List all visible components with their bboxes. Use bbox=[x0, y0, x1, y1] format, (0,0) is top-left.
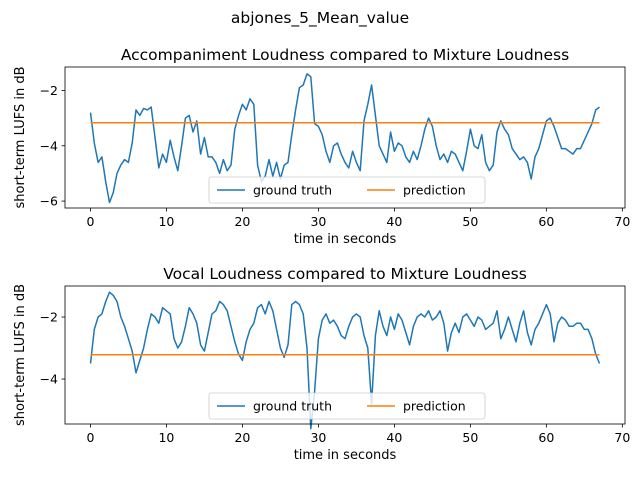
vocal-x-tick-label: 30 bbox=[310, 430, 326, 445]
accompaniment-y-axis-label: short-term LUFS in dB bbox=[13, 66, 28, 208]
accompaniment-series-ground-truth-line bbox=[89, 73, 600, 204]
vocal-x-tick-label: 20 bbox=[234, 430, 250, 445]
vocal-y-axis-label: short-term LUFS in dB bbox=[13, 284, 28, 426]
accompaniment-legend-label-prediction: prediction bbox=[403, 183, 466, 198]
vocal-legend: ground truth prediction bbox=[208, 392, 486, 420]
accompaniment-title: Accompaniment Loudness compared to Mixtu… bbox=[121, 46, 569, 64]
figure-suptitle: abjones_5_Mean_value bbox=[231, 9, 409, 28]
accompaniment-x-tick-label: 50 bbox=[462, 214, 478, 229]
vocal-x-tick-label: 60 bbox=[538, 430, 554, 445]
vocal-legend-label-prediction: prediction bbox=[403, 399, 466, 414]
vocal-title: Vocal Loudness compared to Mixture Loudn… bbox=[163, 265, 527, 283]
accompaniment-x-tick-label: 20 bbox=[234, 214, 250, 229]
accompaniment-y-tick-label: −2 bbox=[40, 83, 58, 98]
accompaniment-x-tick-label: 40 bbox=[386, 214, 402, 229]
vocal-legend-box bbox=[208, 392, 486, 420]
accompaniment-legend-box bbox=[208, 176, 486, 204]
accompaniment-y-tick-label: −4 bbox=[40, 138, 58, 153]
accompaniment-axes-frame bbox=[64, 66, 626, 209]
vocal-x-tick-label: 40 bbox=[386, 430, 402, 445]
vocal-x-tick-label: 0 bbox=[86, 430, 94, 445]
accompaniment-x-axis-label: time in seconds bbox=[294, 232, 397, 247]
accompaniment-x-tick-label: 60 bbox=[538, 214, 554, 229]
vocal-axes-frame bbox=[64, 285, 626, 425]
vocal-x-tick-label: 10 bbox=[158, 430, 174, 445]
accompaniment-legend: ground truth prediction bbox=[208, 176, 486, 204]
vocal-legend-label-ground-truth: ground truth bbox=[253, 399, 332, 414]
vocal-x-axis-label: time in seconds bbox=[294, 448, 397, 463]
plot-accompaniment: Accompaniment Loudness compared to Mixtu… bbox=[13, 46, 630, 247]
accompaniment-x-tick-label: 30 bbox=[310, 214, 326, 229]
accompaniment-x-tick-label: 10 bbox=[158, 214, 174, 229]
vocal-y-tick-label: −2 bbox=[40, 310, 58, 325]
vocal-y-tick-label: −4 bbox=[40, 372, 58, 387]
accompaniment-y-tick-label: −6 bbox=[40, 194, 58, 209]
plot-vocal: Vocal Loudness compared to Mixture Loudn… bbox=[13, 265, 630, 463]
accompaniment-x-tick-label: 0 bbox=[86, 214, 94, 229]
accompaniment-legend-label-ground-truth: ground truth bbox=[253, 183, 332, 198]
accompaniment-x-tick-label: 70 bbox=[614, 214, 630, 229]
vocal-series-ground-truth-line bbox=[89, 291, 601, 430]
vocal-x-tick-label: 50 bbox=[462, 430, 478, 445]
vocal-x-tick-label: 70 bbox=[614, 430, 630, 445]
